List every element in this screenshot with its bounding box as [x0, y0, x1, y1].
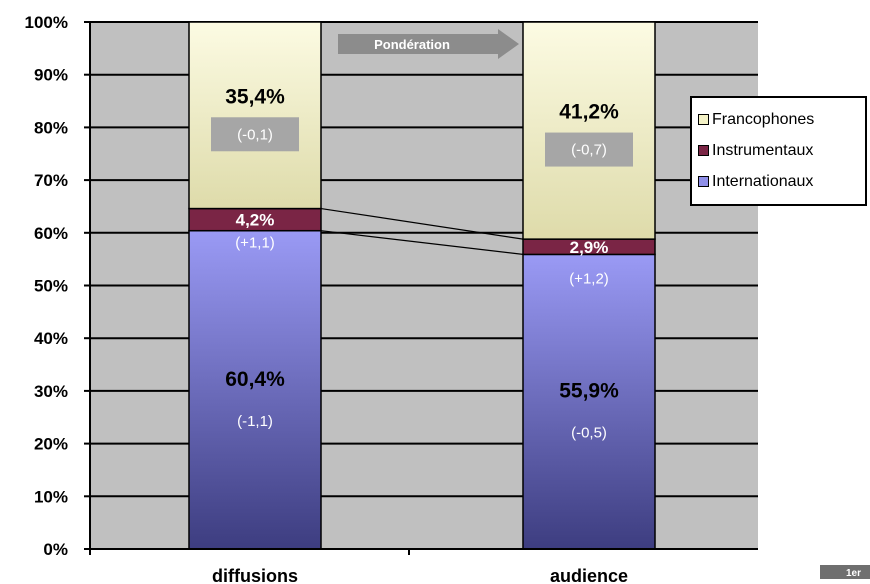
y-tick-label: 40% [34, 329, 68, 348]
y-tick-label: 30% [34, 382, 68, 401]
connector-line [320, 230, 524, 256]
data-label: 2,9% [570, 238, 609, 257]
change-box [545, 132, 633, 167]
y-tick-label: 10% [34, 487, 68, 506]
y-tick-label: 90% [34, 66, 68, 85]
data-label: 35,4% [225, 85, 285, 108]
y-tick-label: 70% [34, 171, 68, 190]
bar-segment-francophones [522, 21, 656, 240]
bar-segment-internationaux [522, 253, 656, 550]
legend: Francophones Instrumentaux Internationau… [690, 96, 867, 206]
corner-tab-strip [820, 579, 870, 584]
axes [84, 22, 758, 555]
legend-swatch-francophones [698, 114, 709, 125]
y-tick-label: 0% [43, 540, 68, 559]
connector-lines [320, 207, 524, 256]
change-label: (+1,2) [569, 270, 609, 287]
change-label: (-0,7) [571, 142, 607, 159]
legend-label: Francophones [712, 110, 815, 128]
data-label: 4,2% [236, 211, 275, 230]
legend-label: Instrumentaux [712, 141, 814, 159]
legend-item-internationaux: Internationaux [698, 166, 865, 197]
change-box [211, 117, 299, 152]
change-label: (-0,1) [237, 126, 273, 143]
bars: 60,4% (-1,1) 4,2% (+1,1) 35,4% (-0,1) 55,9% (-0… [188, 21, 656, 550]
legend-item-instrumentaux: Instrumentaux [698, 135, 865, 166]
change-label: (-0,5) [571, 425, 607, 442]
legend-swatch-instrumentaux [698, 145, 709, 156]
data-label: 41,2% [559, 101, 619, 124]
change-label: (-1,1) [237, 413, 273, 430]
arrow-label: Pondération [374, 37, 450, 52]
legend-item-francophones: Francophones [698, 104, 865, 135]
x-axis-labels: diffusions audience [212, 566, 628, 584]
y-tick-label: 60% [34, 224, 68, 243]
x-tick-label: diffusions [212, 566, 298, 584]
corner-tab-label: 1er [846, 568, 862, 579]
change-label: (+1,1) [235, 235, 275, 252]
bar-segment-internationaux [188, 229, 322, 550]
y-tick-label: 100% [25, 13, 68, 32]
arrow-icon [338, 29, 519, 59]
connector-line [320, 207, 524, 240]
y-tick-label: 20% [34, 435, 68, 454]
x-tick-label: audience [550, 566, 628, 584]
y-tick-label: 50% [34, 277, 68, 296]
y-axis-ticks: 0% 10% 20% 30% 40% 50% 60% 70% 80% 90% 100% [25, 13, 90, 559]
y-tick-label: 80% [34, 118, 68, 137]
data-label: 55,9% [559, 380, 619, 403]
corner-tab: 1er [820, 565, 870, 584]
legend-label: Internationaux [712, 172, 814, 190]
bar-segment-francophones [188, 21, 322, 210]
ponderation-arrow: Pondération [338, 29, 519, 59]
data-label: 60,4% [225, 368, 285, 391]
legend-swatch-internationaux [698, 176, 709, 187]
